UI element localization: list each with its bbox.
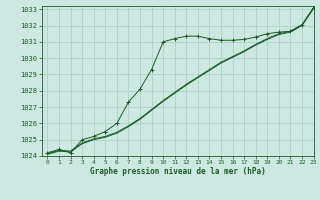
X-axis label: Graphe pression niveau de la mer (hPa): Graphe pression niveau de la mer (hPa) [90,167,266,176]
